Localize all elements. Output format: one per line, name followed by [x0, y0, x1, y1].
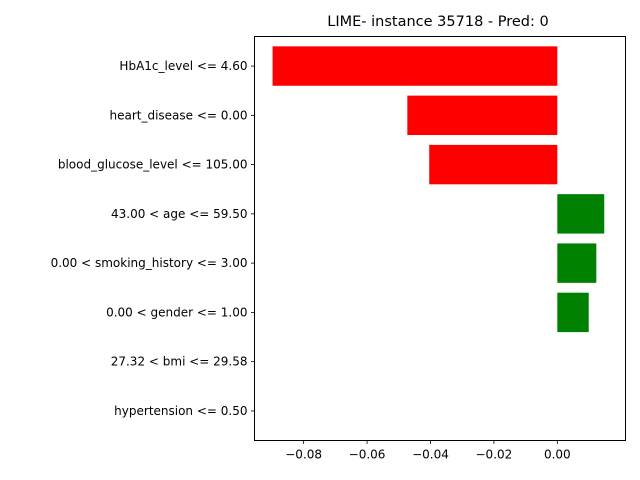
- chart-title: LIME- instance 35718 - Pred: 0: [327, 14, 548, 30]
- y-tick-label-7: hypertension <= 0.50: [114, 404, 247, 418]
- x-tick-label-4: 0.00: [544, 448, 571, 462]
- y-tick-label-4: 0.00 < smoking_history <= 3.00: [51, 256, 248, 270]
- bar-3: [557, 194, 605, 234]
- x-tick-label-1: −0.06: [349, 448, 386, 462]
- y-tick-label-2: blood_glucose_level <= 105.00: [58, 158, 248, 172]
- x-tick-label-3: −0.02: [476, 448, 513, 462]
- bars-group: [272, 46, 605, 333]
- bar-5: [557, 292, 589, 333]
- y-tick-label-6: 27.32 < bmi <= 29.58: [111, 355, 248, 369]
- y-tick-label-3: 43.00 < age <= 59.50: [111, 207, 247, 221]
- plot-frame: [254, 36, 626, 441]
- x-tick-label-0: −0.08: [285, 448, 322, 462]
- y-tick-label-5: 0.00 < gender <= 1.00: [106, 305, 247, 319]
- bar-4: [557, 243, 597, 283]
- x-axis: −0.08 −0.06 −0.04 −0.02 0.00: [285, 440, 571, 462]
- y-tick-labels: HbA1c_level <= 4.60 heart_disease <= 0.00…: [51, 59, 255, 418]
- bar-1: [407, 95, 558, 136]
- bar-2: [429, 144, 558, 185]
- y-tick-label-0: HbA1c_level <= 4.60: [119, 59, 247, 73]
- y-tick-label-1: heart_disease <= 0.00: [109, 108, 247, 122]
- bar-0: [272, 46, 558, 86]
- x-tick-label-2: −0.04: [412, 448, 449, 462]
